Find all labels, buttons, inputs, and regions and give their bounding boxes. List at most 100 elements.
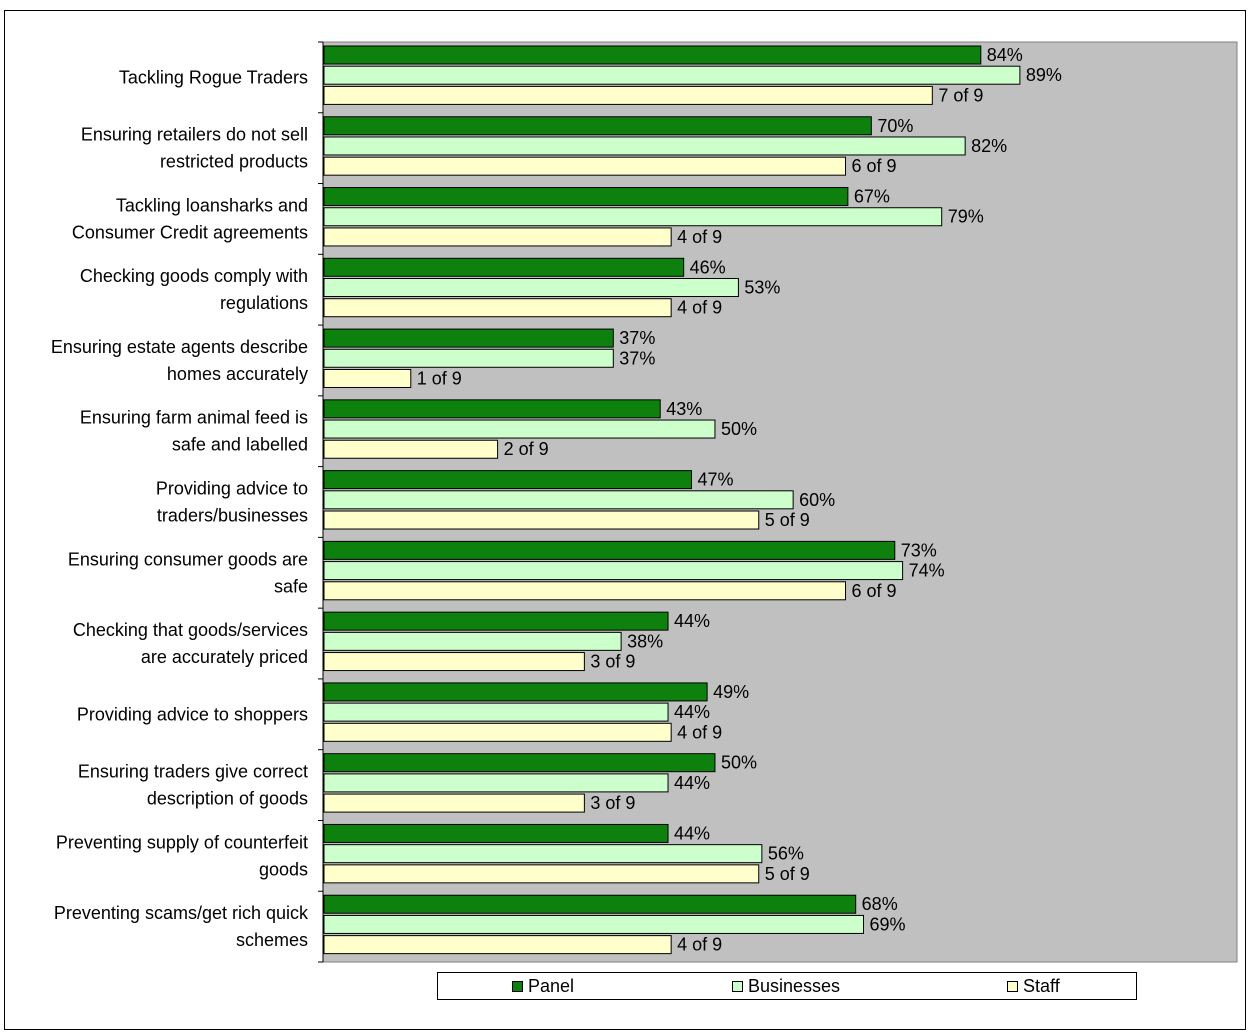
bar-panel: [323, 682, 708, 702]
data-label-businesses: 44%: [674, 702, 710, 722]
bar-panel: [323, 611, 669, 631]
category-label: are accurately priced: [141, 647, 308, 667]
data-label-businesses: 44%: [674, 773, 710, 793]
bar-staff: [323, 864, 760, 884]
bar-staff: [323, 581, 847, 601]
data-label-staff: 4 of 9: [677, 227, 722, 247]
bar-businesses: [323, 561, 904, 581]
category-label: Tackling Rogue Traders: [119, 67, 308, 87]
data-label-staff: 4 of 9: [677, 722, 722, 742]
category-label: Ensuring traders give correct: [78, 762, 308, 782]
category-label: description of goods: [147, 789, 308, 809]
legend-item-panel: Panel: [512, 976, 574, 997]
data-label-panel: 49%: [713, 682, 749, 702]
data-label-businesses: 37%: [619, 348, 655, 368]
data-label-panel: 84%: [987, 45, 1023, 65]
bar-businesses: [323, 490, 794, 510]
data-label-staff: 1 of 9: [417, 368, 462, 388]
bar-businesses: [323, 136, 966, 156]
data-label-businesses: 53%: [744, 278, 780, 298]
bar-businesses: [323, 348, 614, 368]
category-label: goods: [259, 859, 308, 879]
bar-panel: [323, 45, 982, 65]
legend-item-staff: Staff: [1007, 976, 1060, 997]
data-label-panel: 43%: [666, 399, 702, 419]
bar-businesses: [323, 631, 622, 651]
bar-businesses: [323, 702, 669, 722]
legend-swatch-businesses: [732, 981, 743, 992]
data-label-panel: 47%: [697, 470, 733, 490]
bar-panel: [323, 823, 669, 843]
category-label: safe: [274, 576, 308, 596]
legend-label-panel: Panel: [528, 976, 575, 996]
category-label: regulations: [220, 293, 308, 313]
bar-businesses: [323, 844, 763, 864]
data-label-staff: 5 of 9: [765, 864, 810, 884]
data-label-panel: 68%: [862, 894, 898, 914]
bar-staff: [323, 439, 499, 459]
bar-panel: [323, 187, 849, 207]
data-label-panel: 73%: [901, 540, 937, 560]
category-label: Ensuring estate agents describe: [51, 337, 308, 357]
bar-panel: [323, 399, 661, 419]
legend-swatch-panel: [512, 981, 523, 992]
bar-businesses: [323, 773, 669, 793]
category-label: Ensuring consumer goods are: [68, 549, 308, 569]
bar-staff: [323, 793, 585, 813]
data-label-staff: 6 of 9: [852, 156, 897, 176]
category-label: Consumer Credit agreements: [72, 222, 308, 242]
category-label: Ensuring farm animal feed is: [80, 408, 308, 428]
data-label-staff: 3 of 9: [590, 652, 635, 672]
legend-swatch-staff: [1007, 981, 1018, 992]
bar-businesses: [323, 914, 865, 934]
bar-businesses: [323, 207, 943, 227]
category-label: Providing advice to: [156, 479, 308, 499]
bar-panel: [323, 753, 716, 773]
bar-panel: [323, 116, 872, 136]
category-label: Tackling loansharks and: [116, 195, 308, 215]
bar-chart: Tackling Rogue Traders 84%89% 7 of 9 Ensuri…: [51, 41, 1238, 963]
data-label-panel: 37%: [619, 328, 655, 348]
bar-staff: [323, 368, 412, 388]
bar-staff: [323, 510, 760, 530]
category-label: Providing advice to shoppers: [77, 704, 308, 724]
data-label-businesses: 82%: [971, 136, 1007, 156]
data-label-staff: 7 of 9: [938, 85, 983, 105]
data-label-businesses: 60%: [799, 490, 835, 510]
data-label-panel: 50%: [721, 753, 757, 773]
category-label: Preventing supply of counterfeit: [56, 832, 308, 852]
bar-businesses: [323, 65, 1021, 85]
data-label-panel: 46%: [690, 257, 726, 277]
chart-legend: Panel Businesses Staff: [437, 972, 1137, 1000]
bar-staff: [323, 722, 672, 742]
bar-businesses: [323, 278, 739, 298]
category-label: homes accurately: [167, 364, 308, 384]
data-label-staff: 4 of 9: [677, 298, 722, 318]
category-label: Checking goods comply with: [80, 266, 308, 286]
category-label: traders/businesses: [157, 506, 308, 526]
bar-staff: [323, 156, 847, 176]
category-label: Checking that goods/services: [73, 620, 308, 640]
bar-panel: [323, 894, 857, 914]
data-label-staff: 4 of 9: [677, 935, 722, 955]
data-label-staff: 2 of 9: [504, 439, 549, 459]
data-label-staff: 3 of 9: [590, 793, 635, 813]
data-label-panel: 67%: [854, 187, 890, 207]
bar-businesses: [323, 419, 716, 439]
data-label-businesses: 50%: [721, 419, 757, 439]
data-label-staff: 6 of 9: [852, 581, 897, 601]
bar-panel: [323, 328, 614, 348]
data-label-businesses: 56%: [768, 844, 804, 864]
category-label: schemes: [236, 930, 308, 950]
data-label-businesses: 79%: [948, 207, 984, 227]
data-label-businesses: 69%: [870, 914, 906, 934]
legend-label-businesses: Businesses: [748, 976, 841, 996]
category-label: Ensuring retailers do not sell: [81, 125, 308, 145]
category-label: safe and labelled: [172, 435, 308, 455]
bar-staff: [323, 652, 585, 672]
category-label: Preventing scams/get rich quick: [54, 903, 309, 923]
data-label-businesses: 74%: [909, 561, 945, 581]
data-label-panel: 44%: [674, 823, 710, 843]
bar-staff: [323, 298, 672, 318]
bar-panel: [323, 540, 896, 560]
